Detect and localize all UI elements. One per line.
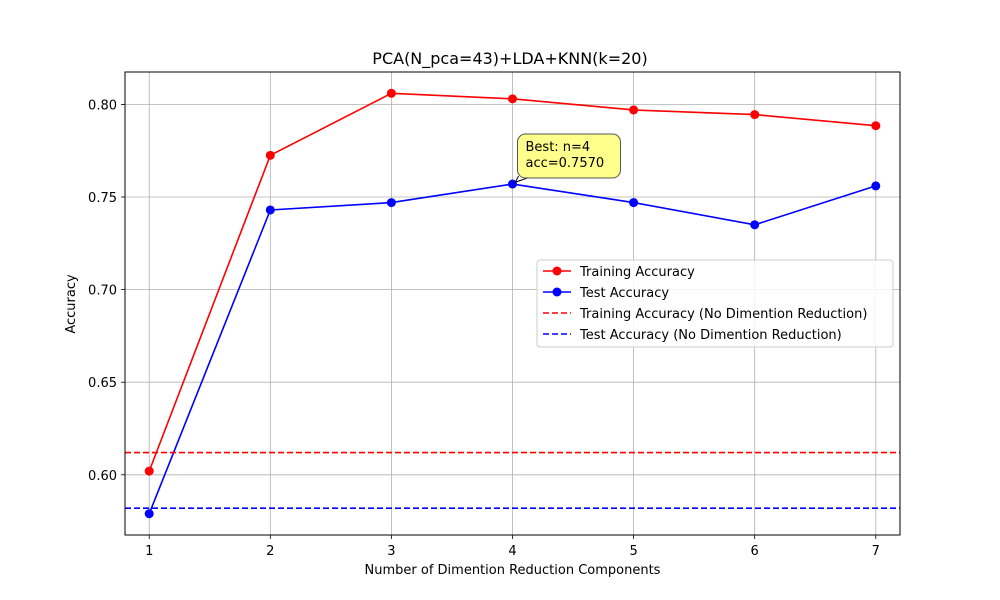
legend-label: Test Accuracy [579, 286, 669, 301]
x-axis-label: Number of Dimention Reduction Components [365, 563, 661, 578]
data-point [508, 179, 517, 189]
data-point [265, 150, 275, 160]
x-tick-label: 7 [872, 544, 880, 559]
y-tick-label: 0.75 [88, 191, 117, 206]
legend-marker [552, 266, 562, 276]
legend-label: Training Accuracy (No Dimention Reductio… [579, 307, 867, 322]
y-tick-label: 0.60 [88, 469, 117, 484]
data-point [629, 105, 639, 115]
x-tick-label: 5 [629, 544, 637, 559]
data-point [629, 198, 639, 208]
data-point [144, 509, 154, 519]
legend-marker [552, 287, 562, 297]
data-point [871, 181, 881, 191]
data-point [265, 205, 275, 215]
x-tick-label: 1 [145, 544, 153, 559]
data-point [386, 198, 396, 208]
y-tick-label: 0.70 [88, 284, 117, 299]
data-point [508, 94, 517, 104]
x-tick-label: 2 [266, 544, 274, 559]
chart-title: PCA(N_pca=43)+LDA+KNN(k=20) [372, 49, 647, 69]
y-axis-label: Accuracy [64, 274, 79, 334]
legend-label: Training Accuracy [579, 265, 695, 280]
legend-frame [536, 259, 894, 348]
y-tick-label: 0.65 [88, 376, 117, 391]
annotation-arrow-head [514, 175, 522, 183]
data-point [750, 110, 760, 120]
annotation-box [517, 133, 621, 179]
x-tick-label: 3 [387, 544, 395, 559]
y-tick-label: 0.80 [88, 98, 117, 113]
data-point [386, 88, 396, 98]
plot-area: 1 2 3 4 5 6 7 0.60 0.65 0.70 0.75 0.80 Best: n=4acc=… [88, 71, 901, 559]
annotation-text: acc=0.7570 [526, 156, 605, 171]
data-point [750, 220, 760, 230]
x-tick-label: 6 [751, 544, 759, 559]
data-point [871, 121, 881, 131]
data-point [144, 466, 154, 476]
axes-frame [124, 71, 901, 536]
legend: Training Accuracy Test Accuracy Training A… [536, 259, 894, 348]
legend-label: Test Accuracy (No Dimention Reduction) [579, 328, 842, 343]
annotation-text: Best: n=4 [526, 140, 591, 155]
x-tick-label: 4 [508, 544, 516, 559]
